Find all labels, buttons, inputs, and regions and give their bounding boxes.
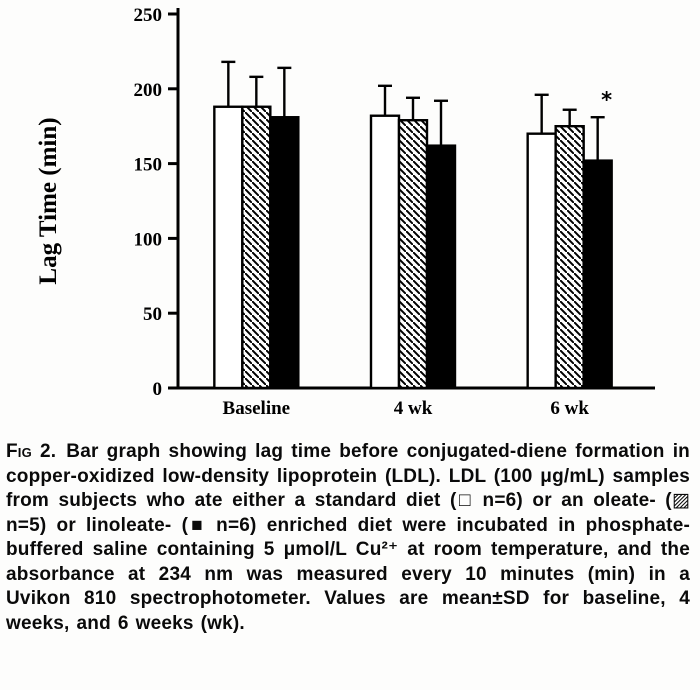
x-tick-label: 6 wk: [550, 398, 589, 419]
y-tick-label: 100: [134, 229, 163, 250]
bar-chart: 0 50 100 150 200 250 Lag Time (min) Baseline 4 w…: [35, 5, 655, 419]
bar-s0-c0: [213, 105, 244, 390]
y-tick-label: 250: [134, 5, 163, 26]
bar-s2-c2: [582, 159, 613, 390]
x-tick-label: 4 wk: [394, 398, 433, 419]
x-tick-label: Baseline: [223, 398, 291, 419]
figure-caption-label: Fig 2.: [6, 441, 57, 462]
bar-s0-c2: [526, 132, 557, 390]
bar-s1-c2: [554, 124, 585, 390]
y-axis-title: Lag Time (min): [35, 117, 62, 284]
figure-caption-text: Bar graph showing lag time before conjug…: [6, 441, 690, 634]
figure-caption: Fig 2. Bar graph showing lag time before …: [0, 428, 700, 636]
y-tick-label: 200: [134, 80, 163, 101]
bar-s2-c0: [269, 116, 300, 390]
y-tick-label: 50: [143, 304, 162, 325]
bar-chart-svg: 0 50 100 150 200 250 Lag Time (min) Baseline 4 w…: [35, 5, 655, 419]
bar-s2-c1: [425, 144, 457, 390]
bar-s0-c1: [369, 114, 401, 390]
y-tick-label: 0: [153, 379, 163, 400]
significance-asterisk: *: [601, 88, 612, 112]
bar-s1-c0: [241, 105, 272, 390]
bar-s1-c1: [397, 119, 429, 390]
y-tick-label: 150: [134, 155, 163, 176]
